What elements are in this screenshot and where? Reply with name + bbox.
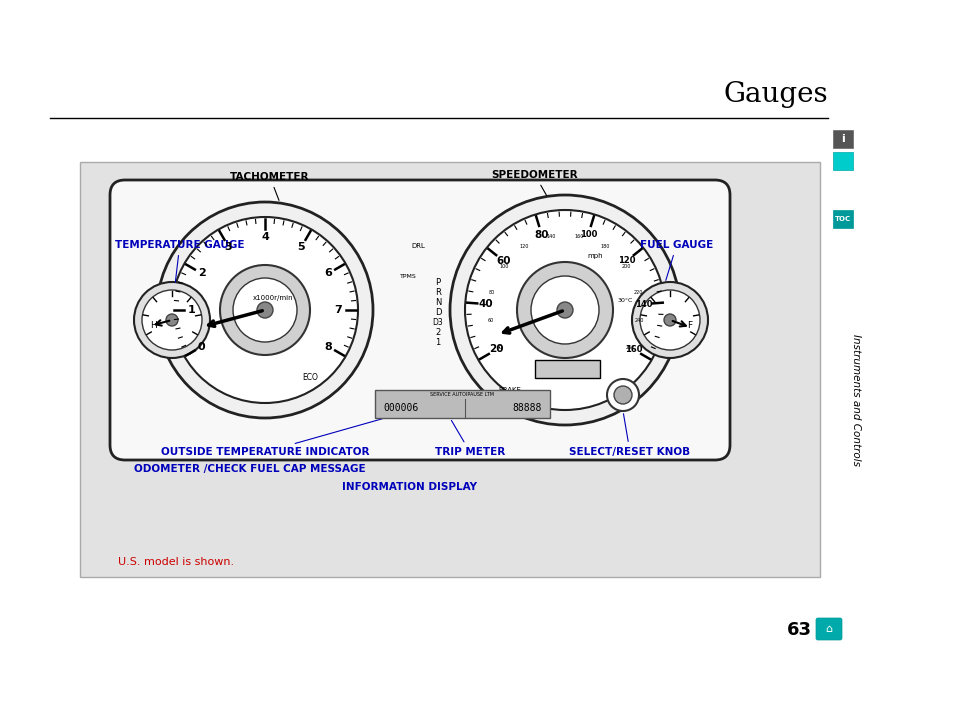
Text: ODOMETER /CHECK FUEL CAP MESSAGE: ODOMETER /CHECK FUEL CAP MESSAGE [134, 464, 365, 474]
Text: 260: 260 [624, 345, 634, 350]
Text: 4: 4 [261, 232, 269, 242]
Text: SERVICE AUTOIPAUSE LTM: SERVICE AUTOIPAUSE LTM [430, 393, 494, 398]
Text: D: D [435, 308, 441, 317]
Text: 40: 40 [478, 299, 493, 309]
Text: 60: 60 [496, 256, 510, 266]
Text: 2: 2 [435, 328, 440, 337]
Circle shape [142, 290, 202, 350]
Text: N: N [435, 298, 440, 307]
Circle shape [450, 195, 679, 425]
FancyBboxPatch shape [815, 618, 841, 640]
Circle shape [133, 282, 210, 358]
Text: D3: D3 [432, 318, 443, 327]
Text: 30°C: 30°C [617, 298, 632, 303]
Circle shape [517, 262, 613, 358]
Text: R: R [435, 288, 440, 297]
Text: 120: 120 [618, 256, 635, 266]
FancyBboxPatch shape [832, 130, 852, 148]
Text: 40: 40 [497, 345, 502, 350]
Text: 140: 140 [635, 300, 652, 309]
Text: mph: mph [587, 253, 602, 259]
Text: 2: 2 [197, 268, 206, 278]
Text: 140: 140 [545, 234, 555, 239]
Text: 1: 1 [188, 305, 195, 315]
FancyBboxPatch shape [832, 152, 852, 170]
Text: 63: 63 [786, 621, 811, 639]
Circle shape [639, 290, 700, 350]
Circle shape [606, 379, 639, 411]
FancyBboxPatch shape [832, 210, 852, 228]
Text: P: P [435, 278, 440, 287]
FancyBboxPatch shape [110, 180, 729, 460]
Circle shape [531, 276, 598, 344]
Text: 100: 100 [579, 230, 597, 239]
Text: 80: 80 [489, 290, 495, 295]
Circle shape [220, 265, 310, 355]
Text: 3: 3 [225, 242, 233, 252]
Circle shape [614, 386, 631, 404]
Circle shape [157, 202, 373, 418]
Circle shape [663, 314, 676, 326]
Circle shape [631, 282, 707, 358]
Circle shape [172, 217, 357, 403]
Text: 20: 20 [489, 344, 503, 354]
Text: F: F [687, 320, 692, 329]
Text: SELECT/RESET KNOB: SELECT/RESET KNOB [569, 414, 690, 457]
Text: 220: 220 [633, 290, 642, 295]
Text: 160: 160 [624, 345, 641, 354]
Text: TACHOMETER: TACHOMETER [230, 172, 310, 200]
Text: FUEL GAUGE: FUEL GAUGE [639, 240, 713, 280]
FancyBboxPatch shape [535, 360, 599, 378]
Text: 60: 60 [487, 318, 494, 323]
Text: 7: 7 [334, 305, 341, 315]
Circle shape [233, 278, 296, 342]
Text: 200: 200 [620, 264, 630, 269]
Text: SPEEDOMETER: SPEEDOMETER [491, 170, 578, 195]
Text: TPMS: TPMS [399, 274, 416, 279]
Text: 8: 8 [324, 342, 332, 351]
Text: INFORMATION DISPLAY: INFORMATION DISPLAY [342, 482, 477, 492]
Text: TEMPERATURE GAUGE: TEMPERATURE GAUGE [115, 240, 244, 283]
Text: U.S. model is shown.: U.S. model is shown. [118, 557, 233, 567]
Text: Gauges: Gauges [722, 81, 827, 108]
Text: 88888: 88888 [512, 403, 541, 413]
Text: 000006: 000006 [382, 403, 417, 413]
Text: 6: 6 [324, 268, 332, 278]
Text: 240: 240 [634, 318, 643, 323]
Text: Instruments and Controls: Instruments and Controls [850, 334, 861, 466]
Text: 80: 80 [534, 229, 548, 239]
Text: 100: 100 [498, 264, 508, 269]
Text: 1: 1 [435, 338, 440, 347]
Text: 160: 160 [574, 234, 583, 239]
Text: 180: 180 [600, 244, 610, 249]
Text: ⌂: ⌂ [824, 624, 832, 634]
Text: OUTSIDE TEMPERATURE INDICATOR: OUTSIDE TEMPERATURE INDICATOR [161, 419, 382, 457]
Text: TOC: TOC [834, 216, 850, 222]
Circle shape [464, 210, 664, 410]
Circle shape [557, 302, 573, 318]
Text: 5: 5 [297, 242, 305, 252]
Text: TRIP METER: TRIP METER [435, 420, 504, 457]
Circle shape [166, 314, 178, 326]
Text: i: i [841, 134, 844, 144]
Text: DRL: DRL [411, 243, 424, 249]
Circle shape [256, 302, 273, 318]
Text: 0: 0 [198, 342, 206, 351]
Text: ECO: ECO [302, 373, 317, 382]
FancyBboxPatch shape [375, 390, 550, 418]
FancyBboxPatch shape [80, 162, 820, 577]
Text: x1000r/min: x1000r/min [253, 295, 293, 301]
Text: BRAKE: BRAKE [498, 387, 521, 393]
Text: H: H [151, 320, 157, 329]
Text: 120: 120 [519, 244, 529, 249]
